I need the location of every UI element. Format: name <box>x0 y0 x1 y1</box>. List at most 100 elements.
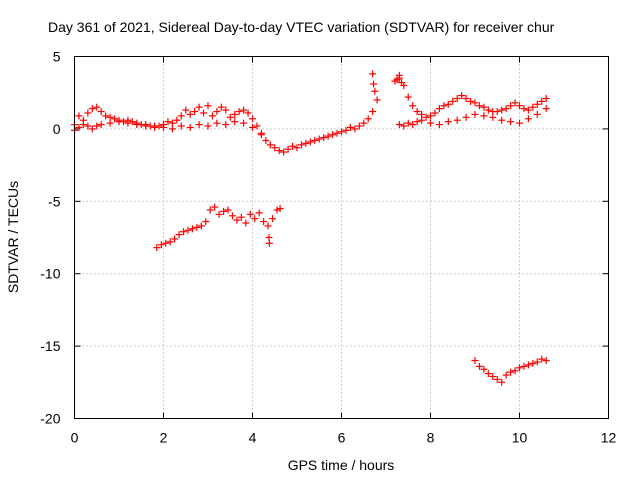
data-point <box>166 238 174 246</box>
data-point <box>370 80 378 88</box>
data-point <box>265 239 273 247</box>
data-point <box>480 103 488 111</box>
data-point <box>498 106 506 114</box>
data-point <box>413 118 421 126</box>
data-point <box>516 364 523 372</box>
data-point <box>153 244 161 252</box>
data-point <box>422 113 430 121</box>
data-point <box>516 102 523 110</box>
data-point <box>498 378 506 386</box>
data-point <box>493 108 501 116</box>
data-point <box>93 103 101 111</box>
data-point <box>458 92 466 100</box>
data-point <box>524 361 532 369</box>
data-point <box>435 121 443 129</box>
data-point <box>195 121 203 129</box>
data-point <box>444 118 452 126</box>
y-tick-label: -10 <box>40 266 60 282</box>
data-point <box>538 97 546 105</box>
y-tick-label: 5 <box>53 49 61 65</box>
data-point <box>333 129 341 137</box>
data-point <box>262 136 270 144</box>
data-point <box>193 223 201 231</box>
data-point <box>106 119 114 127</box>
data-point <box>542 105 550 113</box>
data-point <box>533 110 541 118</box>
data-point <box>302 139 310 147</box>
data-point <box>329 131 337 139</box>
data-point <box>493 375 501 383</box>
data-point <box>111 115 119 123</box>
data-point <box>449 97 457 105</box>
data-point <box>427 119 434 127</box>
data-point <box>124 119 132 127</box>
data-point <box>142 122 150 130</box>
data-point <box>398 79 406 87</box>
data-point <box>244 109 252 117</box>
data-point <box>133 121 141 129</box>
y-tick-label: -15 <box>40 338 60 354</box>
data-point <box>226 113 234 121</box>
data-point <box>157 241 165 249</box>
data-point <box>264 222 272 230</box>
data-point <box>253 122 261 130</box>
data-point <box>418 116 426 124</box>
data-point <box>280 148 288 156</box>
data-point <box>498 116 506 124</box>
data-point <box>371 87 379 95</box>
tick-labels: 0 2 4 6 8 10 12 5 0 -5 -10 -15 -20 <box>40 49 616 446</box>
data-point <box>471 110 479 118</box>
data-point <box>338 128 345 136</box>
data-point <box>395 121 403 129</box>
data-point <box>233 216 241 224</box>
data-point <box>471 99 479 107</box>
x-tick-label: 12 <box>601 430 617 446</box>
data-point <box>84 109 92 117</box>
data-point <box>453 116 461 124</box>
data-point <box>511 99 519 107</box>
data-point <box>306 138 314 146</box>
x-tick-label: 6 <box>338 430 346 446</box>
data-point <box>240 119 248 127</box>
x-axis-label: GPS time / hours <box>288 457 395 473</box>
data-point <box>364 115 372 123</box>
data-point <box>260 218 268 226</box>
data-point <box>93 122 101 130</box>
data-point <box>251 215 259 223</box>
data-point <box>502 105 510 113</box>
data-point <box>269 215 277 223</box>
data-point <box>413 108 421 116</box>
data-point <box>220 207 228 215</box>
data-point <box>177 122 185 130</box>
data-point <box>351 125 359 133</box>
data-point <box>215 210 223 218</box>
data-point <box>186 110 194 118</box>
data-point <box>228 212 236 220</box>
data-point <box>480 365 488 373</box>
data-point <box>462 113 470 121</box>
data-point <box>373 96 381 104</box>
data-point <box>520 105 528 113</box>
data-point <box>489 113 497 121</box>
data-point <box>175 231 183 239</box>
data-point <box>162 239 170 247</box>
data-point <box>242 219 250 227</box>
data-point <box>84 122 92 130</box>
data-point <box>164 118 172 126</box>
x-tick-label: 2 <box>160 430 168 446</box>
data-point <box>276 205 284 213</box>
data-point <box>484 106 492 114</box>
data-point <box>275 147 283 155</box>
data-point <box>231 118 239 126</box>
x-tick-label: 4 <box>249 430 257 446</box>
data-point <box>249 123 256 131</box>
data-point <box>507 102 515 110</box>
data-point <box>489 373 497 381</box>
data-point <box>255 209 263 217</box>
data-point <box>427 112 434 120</box>
data-point <box>271 144 279 152</box>
data-point <box>444 100 452 108</box>
data-point <box>128 118 136 126</box>
data-point <box>404 93 412 101</box>
data-point <box>186 123 194 131</box>
